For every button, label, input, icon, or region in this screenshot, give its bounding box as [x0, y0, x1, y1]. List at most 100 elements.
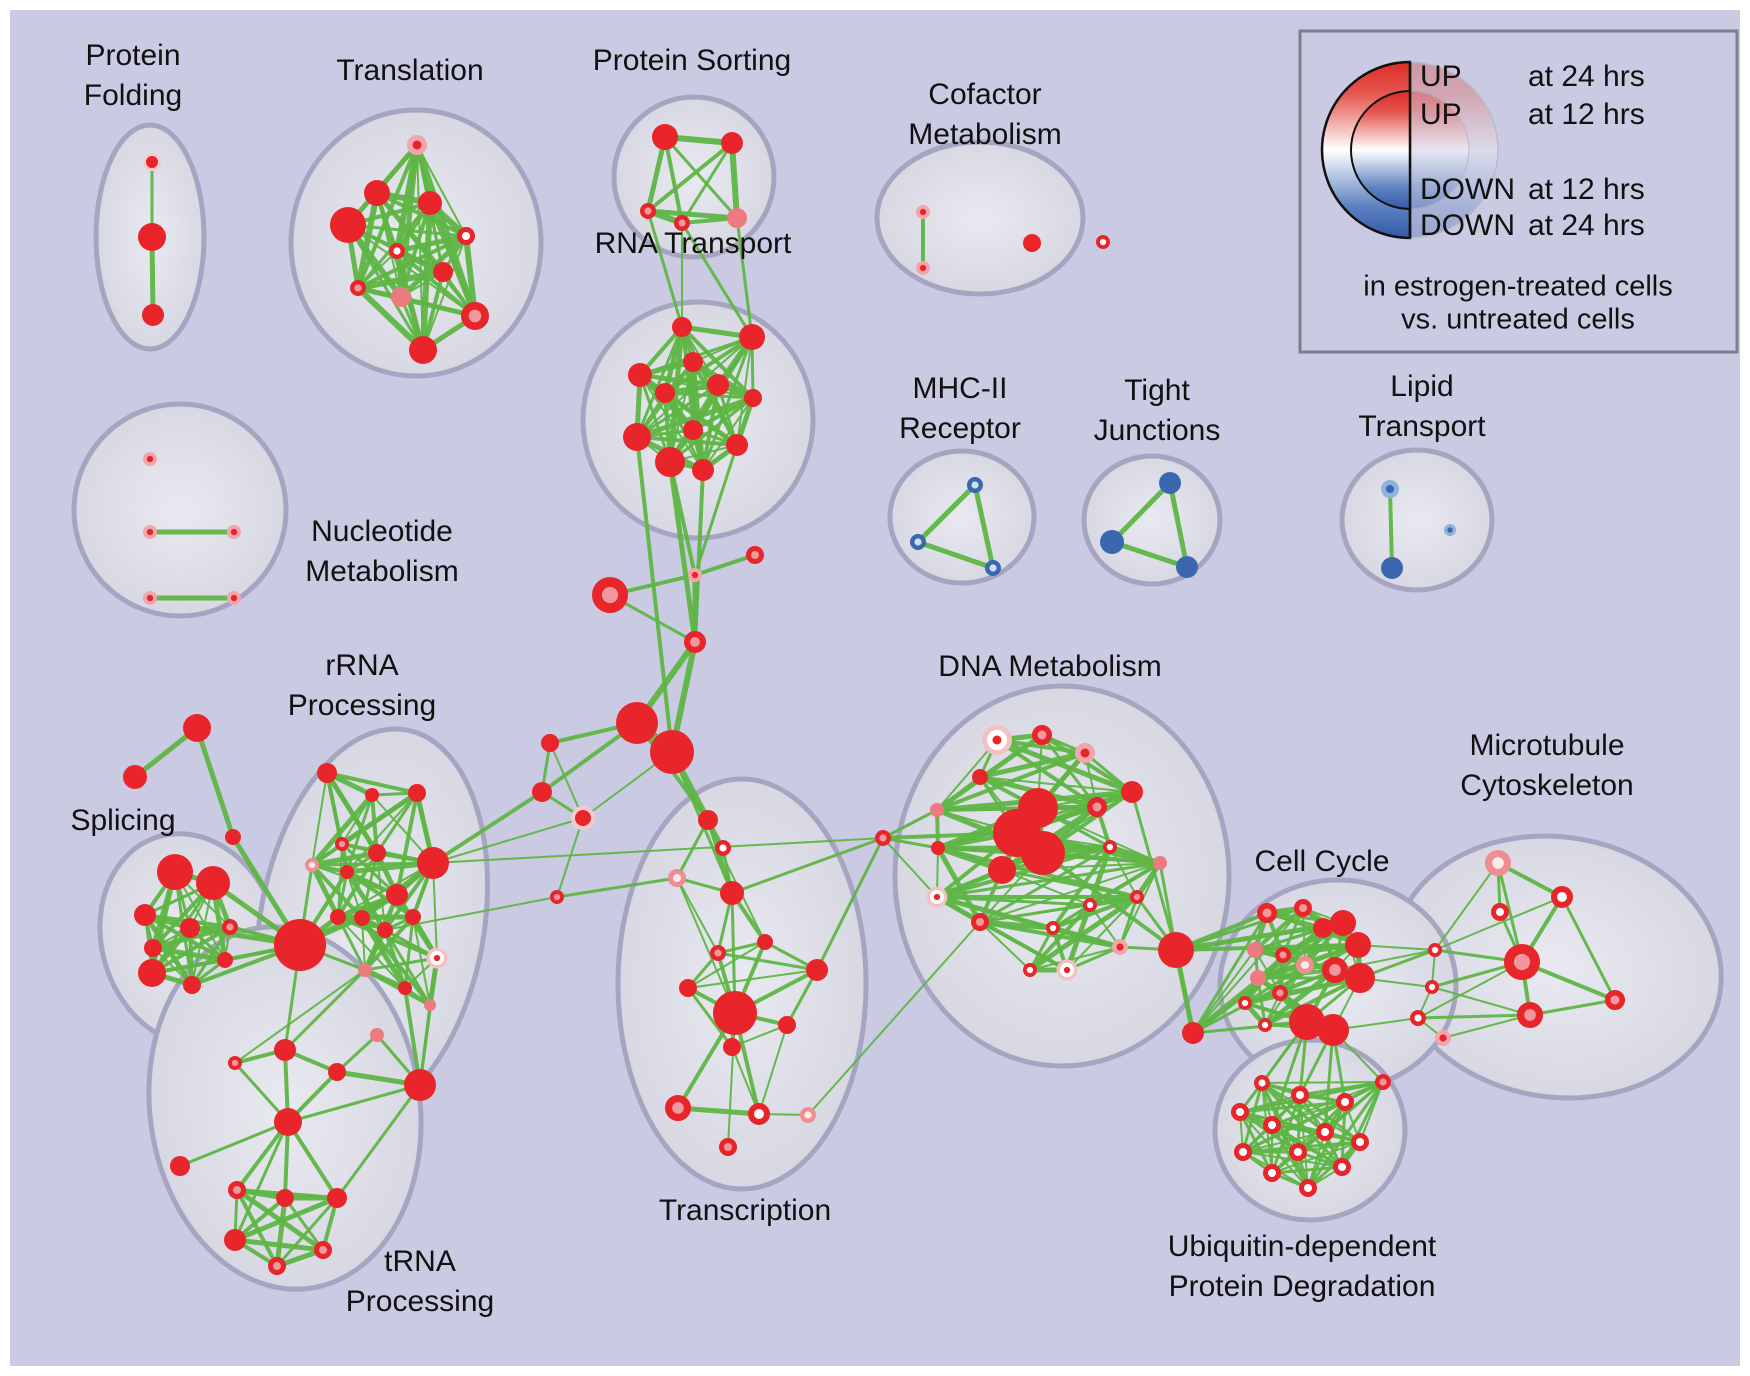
gene-node: [972, 769, 988, 785]
gene-node: [1313, 918, 1333, 938]
gene-node: [806, 959, 828, 981]
edge: [1109, 846, 1138, 898]
gene-node: [365, 788, 379, 802]
cluster-label-rrna: rRNA: [325, 649, 398, 682]
cluster-label-tight: Junctions: [1094, 414, 1221, 447]
gene-node: [667, 868, 686, 887]
edge: [1261, 1081, 1384, 1084]
gene-node: [354, 910, 370, 926]
gene-node: [739, 324, 765, 350]
gene-node: [405, 909, 421, 925]
cluster-label-nucleotide: Metabolism: [305, 555, 458, 588]
legend-time-1: at 12 hrs: [1528, 98, 1645, 131]
legend-label-up-1: UP: [1420, 98, 1462, 131]
edge: [394, 233, 469, 254]
edge: [325, 771, 419, 795]
gene-node: [407, 135, 427, 155]
gene-node: [710, 945, 727, 962]
gene-node: [1023, 234, 1041, 252]
gene-node: [417, 847, 449, 879]
cluster-ellipse-mhc: [887, 448, 1037, 586]
legend: UP at 24 hrs UP at 12 hrs DOWN at 12 hrs DOWN a…: [1298, 29, 1739, 354]
cluster-label-protein_folding: Protein: [85, 39, 180, 72]
gene-node: [679, 979, 697, 997]
cluster-label-ubiquitin: Protein Degradation: [1169, 1270, 1436, 1303]
edge: [309, 862, 341, 920]
cluster-label-mhc: MHC-II: [913, 372, 1008, 405]
gene-node: [723, 1038, 741, 1056]
gene-node: [672, 317, 692, 337]
gene-node: [424, 999, 436, 1011]
edge: [646, 209, 684, 329]
gene-node: [389, 242, 406, 259]
edge: [676, 877, 736, 1014]
gene-node: [1425, 979, 1440, 994]
edge: [646, 141, 734, 213]
edge: [735, 216, 754, 339]
edge: [1417, 961, 1523, 1019]
gene-node: [1330, 910, 1356, 936]
gene-node: [1274, 947, 1291, 964]
edge: [286, 1083, 422, 1124]
gene-node: [228, 1056, 243, 1071]
gene-node: [217, 952, 233, 968]
gene-node: [650, 730, 694, 774]
gene-node: [875, 830, 892, 847]
gene-node: [1345, 932, 1371, 958]
gene-node: [707, 374, 729, 396]
edge: [881, 808, 939, 840]
edge: [936, 739, 998, 811]
gene-node: [227, 590, 242, 605]
gene-node: [987, 730, 1007, 750]
edge: [1109, 539, 1190, 570]
edge: [1434, 896, 1563, 951]
gene-node: [1262, 1163, 1281, 1182]
gene-node: [575, 810, 591, 826]
legend-circle-inner-right: [1409, 90, 1470, 210]
legend-circle-inner-left: [1350, 89, 1411, 211]
gene-node: [330, 207, 366, 243]
edge: [716, 940, 767, 955]
edge: [395, 791, 419, 897]
gene-node: [398, 981, 412, 995]
edge: [346, 223, 468, 238]
gene-node: [358, 963, 372, 977]
edge: [1297, 1141, 1361, 1153]
gene-node: [1021, 831, 1065, 875]
edge: [978, 920, 1069, 972]
edge: [355, 285, 426, 353]
edge: [1037, 807, 1161, 864]
edge: [1340, 1080, 1385, 1169]
edge: [691, 396, 755, 432]
gene-node: [274, 919, 326, 971]
gene-node: [1023, 962, 1038, 977]
gene-node: [157, 854, 193, 890]
cluster-label-cofactor: Cofactor: [928, 78, 1041, 111]
edge: [1388, 487, 1394, 570]
edge: [398, 233, 469, 300]
edge: [716, 951, 819, 972]
gene-node: [1380, 480, 1399, 499]
edge: [335, 1033, 379, 1074]
gene-node: [1158, 932, 1194, 968]
gene-node: [930, 803, 944, 817]
edge: [675, 1105, 762, 1117]
gene-node: [1083, 897, 1098, 912]
gene-node: [1032, 725, 1052, 745]
edge: [309, 792, 375, 868]
edge: [1238, 1110, 1274, 1175]
edge: [935, 775, 982, 812]
edge: [283, 1196, 325, 1252]
gene-node: [1428, 942, 1443, 957]
edge: [357, 250, 398, 289]
edge: [232, 1237, 326, 1253]
edge: [178, 1120, 290, 1168]
edge: [1242, 1131, 1326, 1153]
edge: [274, 1195, 288, 1269]
edge: [1434, 862, 1499, 951]
gene-node: [457, 227, 476, 246]
edge: [403, 986, 422, 1087]
gene-node: [350, 280, 367, 297]
cluster-ellipse-cofactor: [874, 139, 1086, 297]
gene-node: [1434, 1029, 1451, 1046]
